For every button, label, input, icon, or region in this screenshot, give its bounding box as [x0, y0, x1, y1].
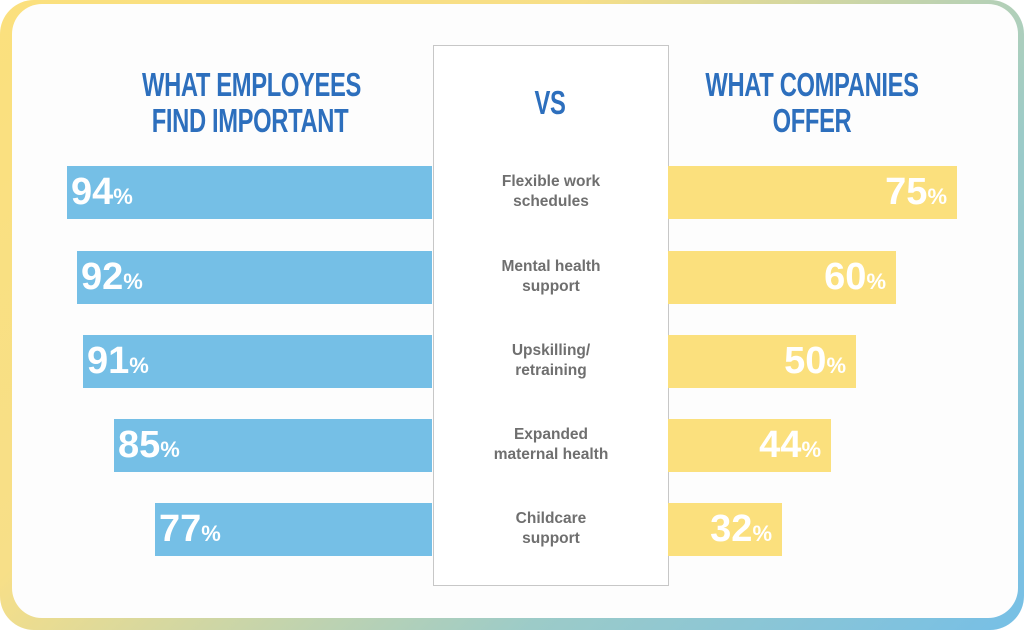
bar-companies: 60% — [668, 251, 896, 304]
bar-value-label: 77 — [159, 508, 202, 550]
percent-sign: % — [123, 269, 143, 294]
vs-title: VS — [534, 84, 566, 121]
bar-employees: 77% — [155, 503, 432, 556]
bar-companies: 75% — [668, 166, 957, 219]
bar-value-label: 92 — [81, 256, 124, 298]
bar-value-label: 94 — [71, 171, 114, 213]
bar-employees: 94% — [67, 166, 432, 219]
bar-value-label: 50 — [784, 340, 827, 382]
category-label: Upskilling/retraining — [511, 342, 591, 379]
percent-sign: % — [129, 353, 149, 378]
left-title: WHAT EMPLOYEES FIND IMPORTANT — [142, 66, 361, 139]
bar-companies: 50% — [668, 335, 856, 388]
percent-sign: % — [113, 184, 133, 209]
percent-sign: % — [801, 437, 821, 462]
category-label: Childcare support — [515, 510, 587, 547]
right-title: WHAT COMPANIES OFFER — [705, 66, 919, 139]
percent-sign: % — [826, 353, 846, 378]
percent-sign: % — [160, 437, 180, 462]
percent-sign: % — [866, 269, 886, 294]
bar-employees: 85% — [114, 419, 432, 472]
bar-value-label: 60 — [824, 256, 867, 298]
category-label: Flexible work schedules — [501, 173, 601, 210]
bar-companies: 44% — [668, 419, 831, 472]
bar-value-label: 85 — [118, 424, 161, 466]
bar-value-label: 44 — [759, 424, 802, 466]
bar-value-label: 91 — [87, 340, 130, 382]
bar-companies: 32% — [668, 503, 782, 556]
percent-sign: % — [927, 184, 947, 209]
bar-value-label: 75 — [885, 171, 928, 213]
category-label: Expanded maternal health — [493, 426, 609, 463]
bar-employees: 92% — [77, 251, 432, 304]
percent-sign: % — [752, 521, 772, 546]
bar-value-label: 32 — [710, 508, 753, 550]
category-label: Mental health support — [501, 258, 601, 295]
percent-sign: % — [201, 521, 221, 546]
category-column — [433, 45, 669, 586]
bar-employees: 91% — [83, 335, 432, 388]
